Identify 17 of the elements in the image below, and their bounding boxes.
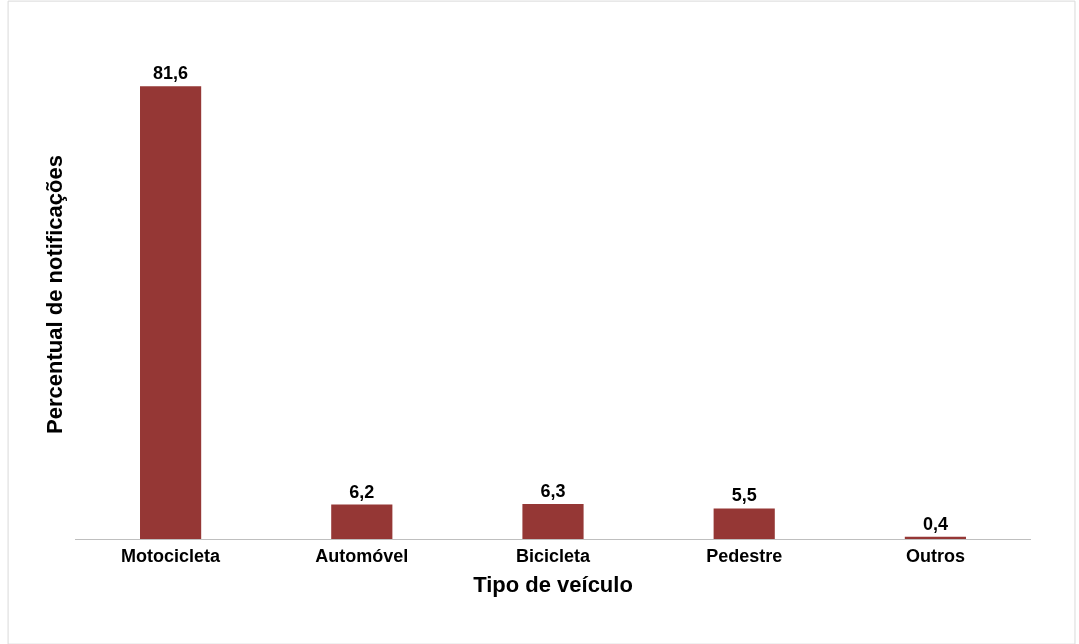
x-tick-label: Bicicleta <box>515 545 591 566</box>
data-label: 5,5 <box>731 485 757 506</box>
bar <box>522 504 584 539</box>
data-label: 6,3 <box>540 481 566 502</box>
bar <box>713 508 775 539</box>
y-axis-title: Percentual de notificações <box>41 155 67 434</box>
bar <box>904 536 966 539</box>
x-tick-label: Pedestre <box>706 545 783 566</box>
x-tick-label: Outros <box>905 545 965 566</box>
data-label: 0,4 <box>922 513 948 534</box>
bar <box>331 504 393 539</box>
x-tick-label: Automóvel <box>315 545 409 566</box>
data-label: 81,6 <box>153 63 189 84</box>
data-label: 6,2 <box>349 481 375 502</box>
x-tick-label: Motocicleta <box>121 545 222 566</box>
bar <box>140 86 202 539</box>
x-axis-title: Tipo de veículo <box>473 572 633 598</box>
